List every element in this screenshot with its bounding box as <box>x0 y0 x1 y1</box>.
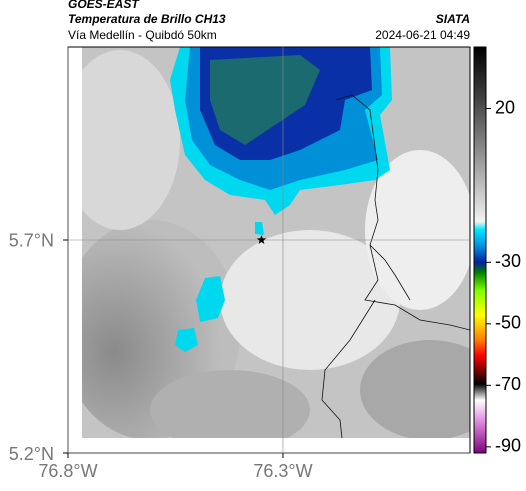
colorbar-tick-label: -50 <box>495 313 521 333</box>
y-tick-label: 5.7°N <box>9 231 54 251</box>
colorbar-tick-label: 20 <box>495 97 515 117</box>
title: Temperatura de Brillo CH13 <box>68 12 226 26</box>
source: SIATA <box>436 12 470 26</box>
satellite: GOES-EAST <box>68 0 140 11</box>
subtitle: Vía Medellín - Quibdó 50km <box>68 28 217 42</box>
x-tick-label: 76.8°W <box>38 461 97 481</box>
colorbar <box>473 46 487 454</box>
header: GOES-EAST Temperatura de Brillo CH13 Vía… <box>68 0 470 42</box>
colorbar-ticks: 20 -30 -50 -70 -90 <box>486 97 521 456</box>
datetime: 2024-06-21 04:49 <box>375 28 470 42</box>
y-tick-label: 5.2°N <box>9 444 54 464</box>
colorbar-tick-label: -70 <box>495 374 521 394</box>
colorbar-tick-label: -30 <box>495 251 521 271</box>
x-tick-label: 76.3°W <box>253 461 312 481</box>
map-axes: 76.8°W 76.3°W 5.7°N 5.2°N <box>9 47 470 481</box>
station-marker <box>256 235 267 244</box>
satellite-image <box>82 47 470 438</box>
colorbar-tick-label: -90 <box>495 436 521 456</box>
